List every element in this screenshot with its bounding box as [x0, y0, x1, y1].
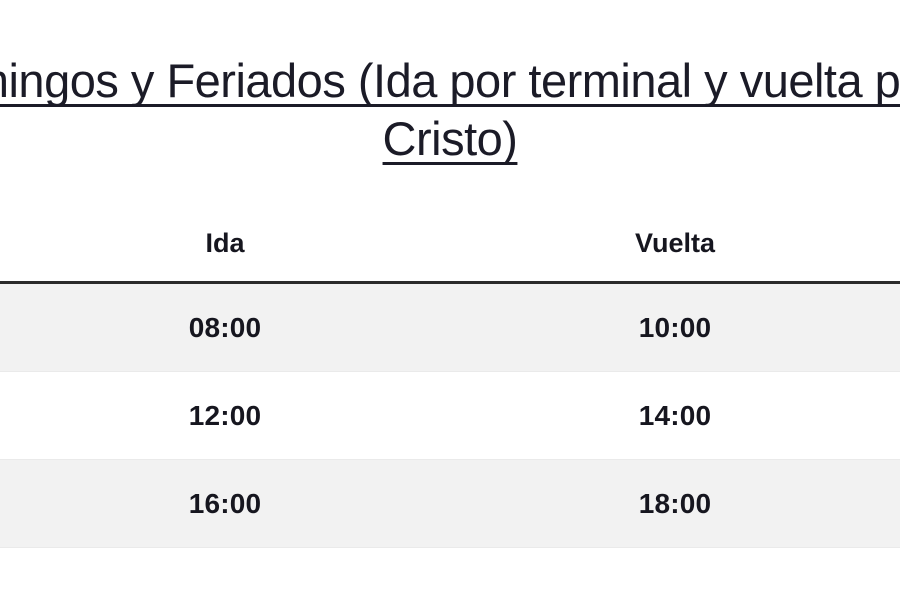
cell-ida: 12:00: [0, 371, 450, 460]
table-header: Ida Vuelta: [0, 205, 900, 284]
column-header-vuelta: Vuelta: [450, 205, 900, 284]
cell-ida: 16:00: [0, 459, 450, 548]
table-row: 16:00 18:00: [0, 459, 900, 548]
table-body: 08:00 10:00 12:00 14:00 16:00 18:00: [0, 282, 900, 548]
table-header-row: Ida Vuelta: [0, 205, 900, 284]
cell-vuelta: 18:00: [450, 459, 900, 548]
table-row: 08:00 10:00: [0, 282, 900, 372]
column-header-ida: Ida: [0, 205, 450, 284]
page-title: Domingos y Feriados (Ida por terminal y …: [0, 54, 900, 165]
table-row: 12:00 14:00: [0, 371, 900, 460]
page-title-container: Domingos y Feriados (Ida por terminal y …: [0, 52, 900, 168]
schedule-table: Ida Vuelta 08:00 10:00 12:00 14:00 16:00…: [0, 205, 900, 548]
cell-vuelta: 14:00: [450, 371, 900, 460]
cell-vuelta: 10:00: [450, 282, 900, 372]
cell-ida: 08:00: [0, 282, 450, 372]
